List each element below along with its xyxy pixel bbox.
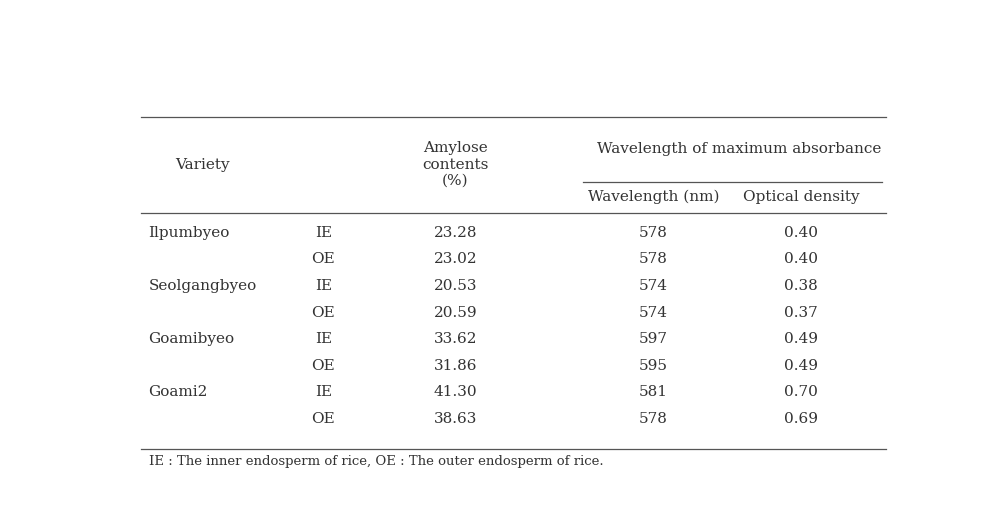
Text: 578: 578 [639, 252, 667, 267]
Text: 574: 574 [639, 279, 667, 293]
Text: 20.59: 20.59 [434, 305, 477, 320]
Text: OE: OE [312, 412, 335, 426]
Text: Goami2: Goami2 [148, 385, 208, 399]
Text: 595: 595 [639, 359, 667, 373]
Text: OE: OE [312, 359, 335, 373]
Text: 0.49: 0.49 [784, 332, 818, 346]
Text: 23.02: 23.02 [434, 252, 477, 267]
Text: Variety: Variety [175, 157, 230, 172]
Text: IE : The inner endosperm of rice, OE : The outer endosperm of rice.: IE : The inner endosperm of rice, OE : T… [148, 455, 603, 467]
Text: Wavelength (nm): Wavelength (nm) [587, 190, 719, 205]
Text: OE: OE [312, 305, 335, 320]
Text: 31.86: 31.86 [434, 359, 477, 373]
Text: 23.28: 23.28 [434, 226, 477, 240]
Text: 0.40: 0.40 [784, 226, 818, 240]
Text: 597: 597 [639, 332, 667, 346]
Text: Optical density: Optical density [742, 190, 859, 204]
Text: 578: 578 [639, 226, 667, 240]
Text: IE: IE [315, 332, 332, 346]
Text: Goamibyeo: Goamibyeo [148, 332, 234, 346]
Text: 0.40: 0.40 [784, 252, 818, 267]
Text: 0.70: 0.70 [784, 385, 818, 399]
Text: Amylose
contents
(%): Amylose contents (%) [422, 142, 488, 188]
Text: 0.37: 0.37 [784, 305, 818, 320]
Text: OE: OE [312, 252, 335, 267]
Text: Seolgangbyeo: Seolgangbyeo [148, 279, 257, 293]
Text: IE: IE [315, 385, 332, 399]
Text: 38.63: 38.63 [434, 412, 477, 426]
Text: 581: 581 [639, 385, 667, 399]
Text: 574: 574 [639, 305, 667, 320]
Text: IE: IE [315, 226, 332, 240]
Text: 33.62: 33.62 [434, 332, 477, 346]
Text: 0.69: 0.69 [784, 412, 818, 426]
Text: 20.53: 20.53 [434, 279, 477, 293]
Text: 41.30: 41.30 [434, 385, 477, 399]
Text: Ilpumbyeo: Ilpumbyeo [148, 226, 229, 240]
Text: 578: 578 [639, 412, 667, 426]
Text: 0.38: 0.38 [784, 279, 818, 293]
Text: 0.49: 0.49 [784, 359, 818, 373]
Text: Wavelength of maximum absorbance: Wavelength of maximum absorbance [596, 142, 881, 156]
Text: IE: IE [315, 279, 332, 293]
